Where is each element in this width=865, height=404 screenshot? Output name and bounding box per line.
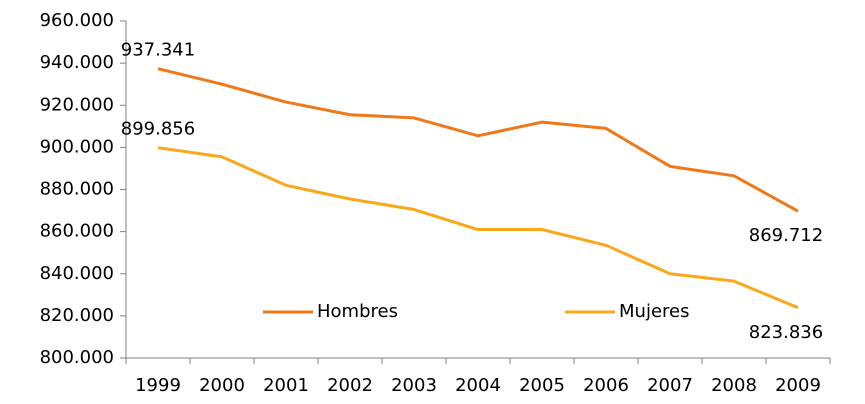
y-tick-label: 840.000 [40,263,114,284]
x-tick-label: 2008 [711,375,757,396]
x-tick-label: 2006 [583,375,629,396]
line-series [157,146,799,310]
x-tick-label: 2004 [455,375,501,396]
x-tick-label: 2000 [199,375,245,396]
y-tick-label: 820.000 [40,305,114,326]
x-tick-label: 2005 [519,375,565,396]
y-tick-label: 800.000 [40,347,114,368]
line-series [157,67,799,213]
y-tick-label: 860.000 [40,221,114,242]
data-label: 937.341 [121,40,195,61]
y-tick-label: 880.000 [40,179,114,200]
x-tick-label: 2007 [647,375,693,396]
data-label: 899.856 [121,119,195,140]
data-label: 869.712 [749,225,823,246]
legend-label: Mujeres [619,301,689,322]
data-label: 823.836 [749,322,823,343]
x-tick-label: 1999 [135,375,181,396]
x-tick-label: 2001 [263,375,309,396]
y-tick-label: 900.000 [40,136,114,157]
legend-label: Hombres [317,301,398,322]
y-tick-label: 960.000 [40,10,114,31]
y-tick-label: 940.000 [40,52,114,73]
x-tick-label: 2002 [327,375,373,396]
x-tick-label: 2009 [775,375,821,396]
y-tick-label: 920.000 [40,94,114,115]
x-tick-label: 2003 [391,375,437,396]
